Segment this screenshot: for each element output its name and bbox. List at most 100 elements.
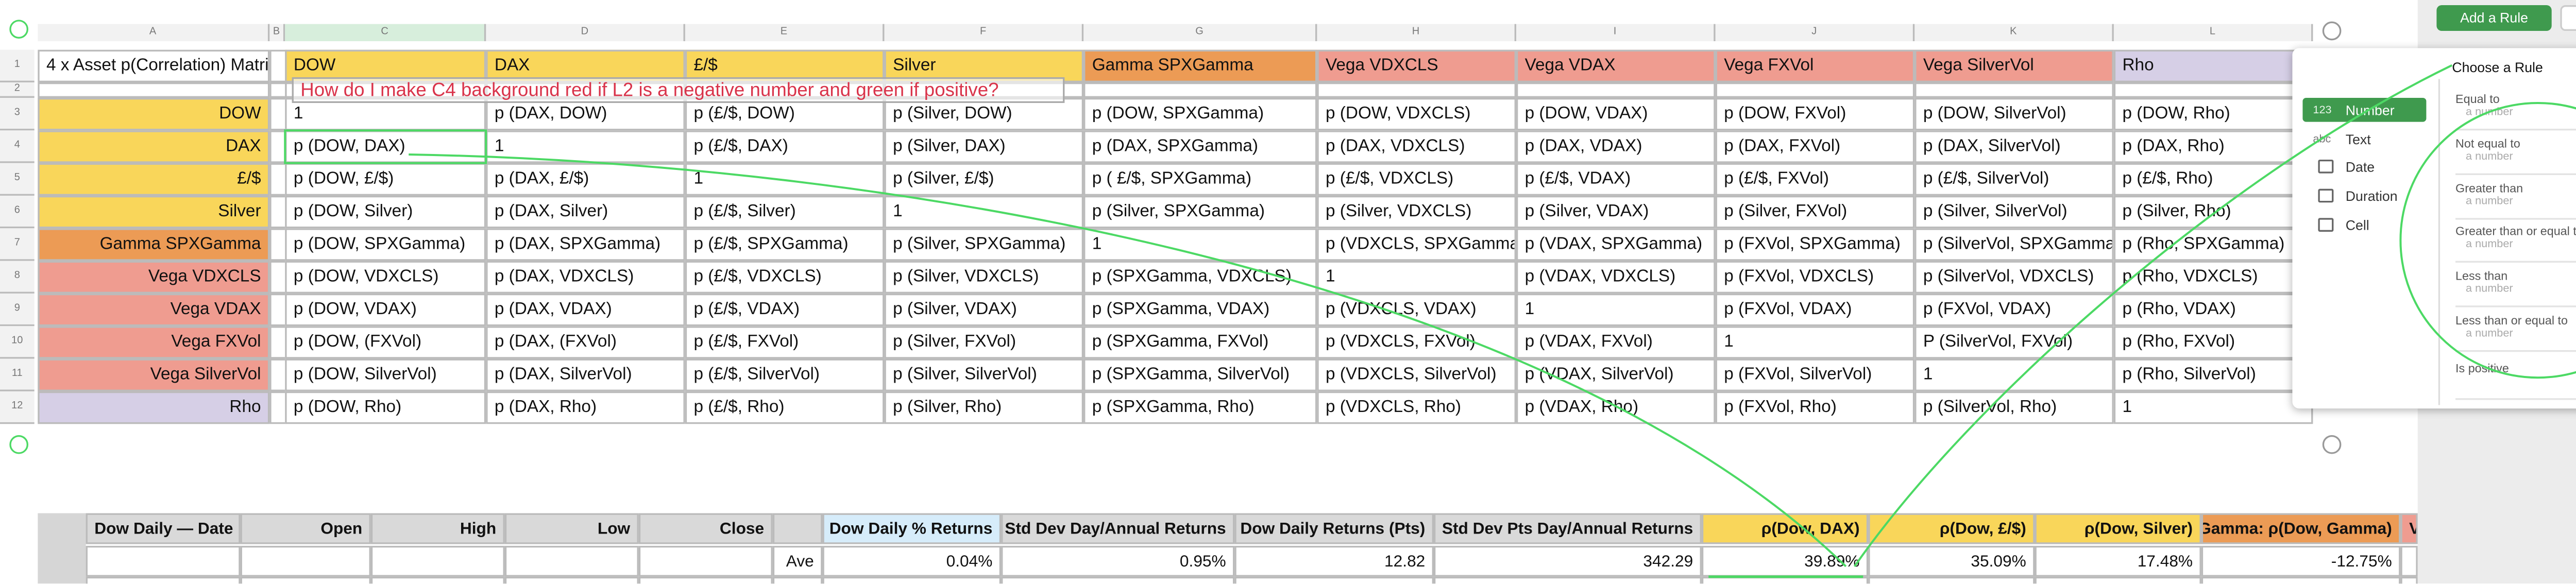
cell: p (DOW, SilverVol) [1914, 97, 2114, 131]
cell: p (VDXCLS, SPXGamma) [1317, 228, 1516, 261]
cell [269, 97, 287, 131]
cell: p (DOW, SPXGamma) [285, 228, 486, 261]
table-header [772, 513, 823, 544]
table-cell: Ave [772, 545, 823, 577]
cell: p (VDXCLS, VDAX) [1317, 293, 1516, 327]
cell: p ( £/$, SPXGamma) [1083, 163, 1317, 196]
row-header: Rho [38, 391, 270, 424]
table-cell: 0.95% [1001, 545, 1235, 577]
column-letter: H [1317, 24, 1516, 41]
cell: p (Rho, SPXGamma) [2113, 228, 2313, 261]
cell: p (DAX, £/$) [486, 163, 685, 196]
cell [504, 545, 639, 577]
cell [269, 391, 287, 424]
cell: p (DOW, VDAX) [285, 293, 486, 327]
cell: p (DAX, FXVol) [1715, 130, 1915, 163]
cell: p (FXVol, SilverVol) [1715, 358, 1915, 391]
cell: 1 [2113, 391, 2313, 424]
cell [1001, 576, 1235, 584]
row-number: 10 [0, 326, 35, 359]
separator [2455, 128, 2576, 130]
separator [2455, 218, 2576, 219]
handle [9, 435, 28, 454]
cell: p (DOW, (FXVol) [285, 326, 486, 359]
table-header: ρ(Dow, DAX) [1701, 513, 1869, 544]
cell: p (DAX, SPXGamma) [486, 228, 685, 261]
column-letter: B [269, 24, 285, 41]
column-letter: C [285, 24, 486, 41]
cell: p (DOW, £/$) [285, 163, 486, 196]
cell: 1 [1516, 293, 1716, 327]
cell [269, 326, 287, 359]
cell [1317, 82, 1516, 98]
cell: p (DAX, VDAX) [1516, 130, 1716, 163]
rule-hint: a number [2466, 195, 2513, 208]
row-header: DOW [38, 97, 270, 131]
cell [269, 82, 287, 98]
row-header: Vega FXVol [38, 326, 270, 359]
cell: p (Silver, SPXGamma) [884, 228, 1084, 261]
cell: p (SilverVol, VDXCLS) [1914, 261, 2114, 294]
table-header: Low [504, 513, 639, 544]
category-icon [2318, 218, 2334, 232]
cell [1914, 82, 2114, 98]
rule-hint: a number [2466, 238, 2513, 251]
cell: p (£/$, SilverVol) [1914, 163, 2114, 196]
cell: p (DAX, SilverVol) [486, 358, 685, 391]
cell [269, 293, 287, 327]
cell: p (£/$, FXVol) [1715, 163, 1915, 196]
table-cell: 17.48% [2035, 545, 2201, 577]
cell: p (£/$, Silver) [685, 195, 885, 229]
cell: p (DOW, Rho) [2113, 97, 2313, 131]
cell: p (DOW, VDXCLS) [1317, 97, 1516, 131]
separator [2455, 261, 2576, 262]
cell [822, 576, 1002, 584]
divider [2438, 79, 2439, 405]
row-number: 5 [0, 163, 35, 196]
row-header: Vega SilverVol [38, 358, 270, 391]
table-header: ρ(Dow, Silver) [2035, 513, 2201, 544]
category-icon: abc [2313, 133, 2331, 145]
cell [1701, 576, 1869, 584]
cell: p (Silver, FXVol) [1715, 195, 1915, 229]
column-letter: E [685, 24, 885, 41]
table-cell: 35.09% [1868, 545, 2035, 577]
column-letter: F [884, 24, 1084, 41]
column-letter: I [1516, 24, 1716, 41]
cell: p (£/$, VDAX) [685, 293, 885, 327]
table-cell: 0.04% [822, 545, 1002, 577]
table-cell: 12.82 [1234, 545, 1434, 577]
cell: p (DAX, Rho) [2113, 130, 2313, 163]
popover-title: Choose a Rule [2452, 59, 2543, 75]
column-letter: J [1716, 24, 1915, 41]
rule-hint: a number [2466, 106, 2513, 118]
cell: p (SilverVol, SPXGamma) [1914, 228, 2114, 261]
row-gutter [38, 513, 86, 584]
handle [2322, 21, 2342, 41]
category-label: Text [2345, 131, 2371, 147]
cell: p (Silver, VDXCLS) [884, 261, 1084, 294]
cell: p (DOW, SilverVol) [285, 358, 486, 391]
cell: 1 [685, 163, 885, 196]
cell [2035, 576, 2201, 584]
cell: p (Rho, SilverVol) [2113, 358, 2313, 391]
cell [240, 545, 371, 577]
table-header: Gamma: ρ(Dow, Gamma) [2201, 513, 2401, 544]
row-number: 6 [0, 195, 35, 229]
rule-name[interactable]: Is positive [2455, 363, 2509, 375]
done-button[interactable]: Done [2560, 5, 2576, 31]
cell: p (DOW, SPXGamma) [1083, 97, 1317, 131]
annotation-text: How do I make C4 background red if L2 is… [292, 77, 1065, 103]
cell: p (DAX, VDAX) [486, 293, 685, 327]
cell: p (DAX, Silver) [486, 195, 685, 229]
cell: p (£/$, VDAX) [1516, 163, 1716, 196]
cell: p (DOW, Rho) [285, 391, 486, 424]
cell [1433, 576, 1702, 584]
cell [504, 576, 639, 584]
row-number: 7 [0, 228, 35, 261]
column-letter: K [1914, 24, 2114, 41]
add-rule-button[interactable]: Add a Rule [2436, 5, 2552, 31]
row-header: Vega VDAX [38, 293, 270, 327]
cell [2400, 545, 2418, 577]
cell: p (Rho, FXVol) [2113, 326, 2313, 359]
